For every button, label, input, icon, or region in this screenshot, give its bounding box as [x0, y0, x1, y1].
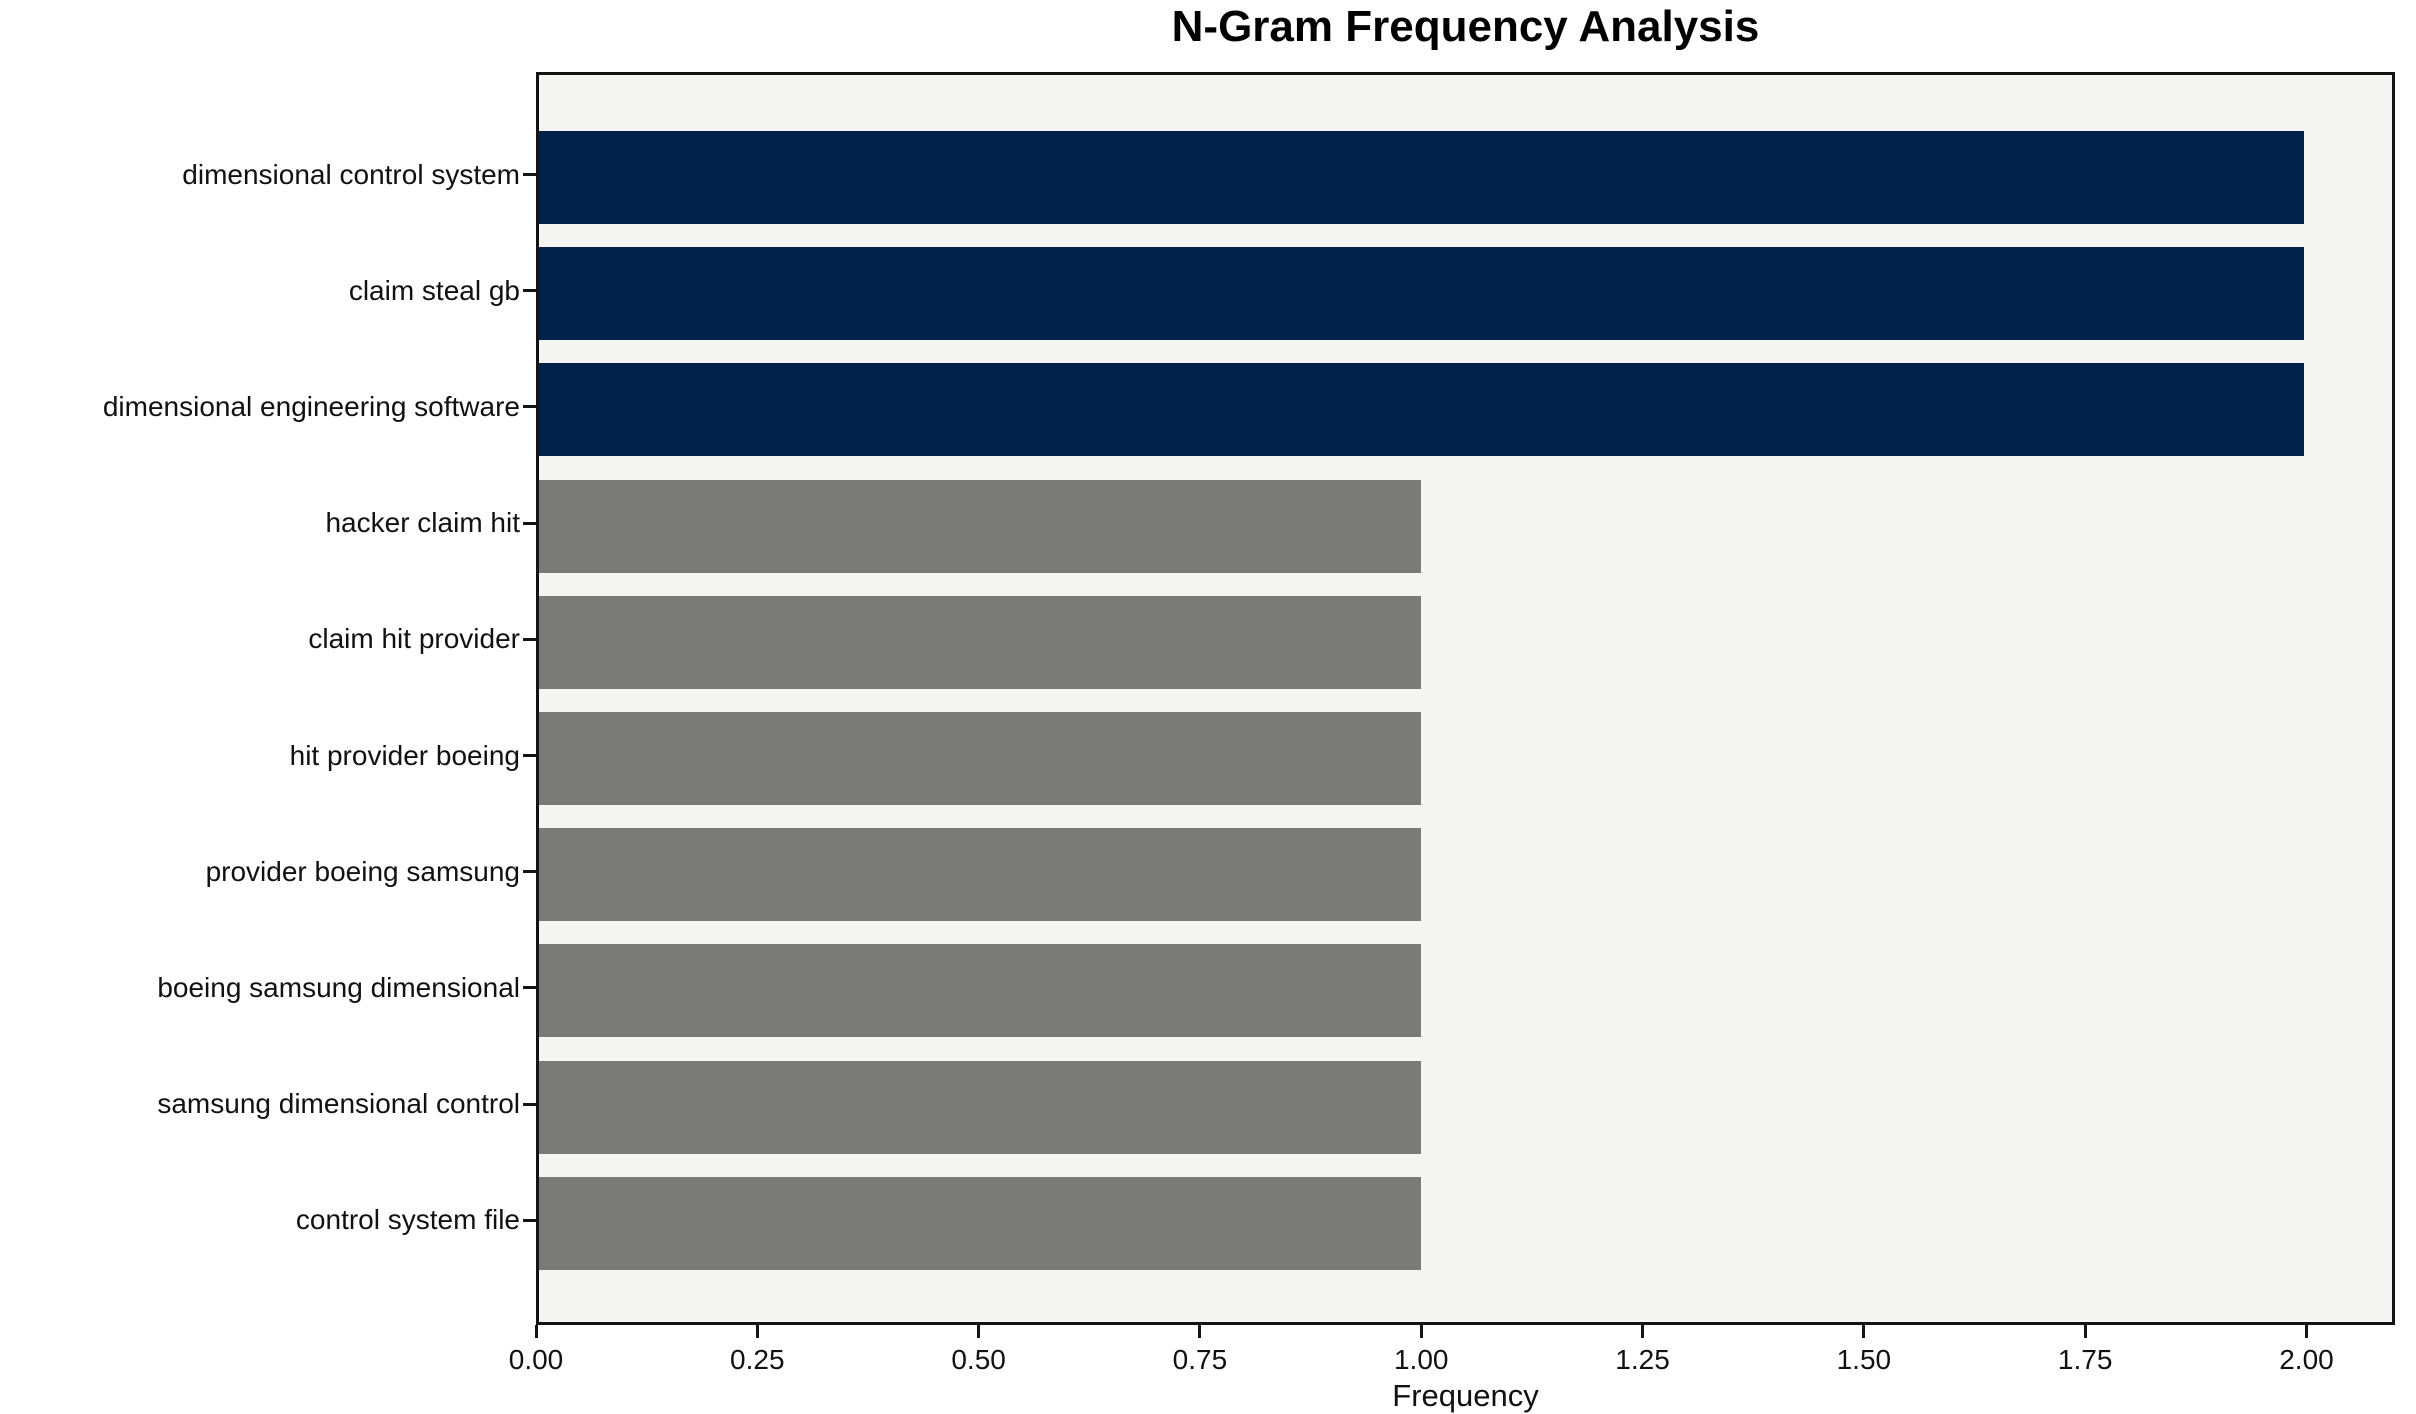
y-tick-label: samsung dimensional control — [157, 1088, 520, 1120]
bar-claim-steal-gb — [539, 247, 2304, 341]
y-tick-label: control system file — [295, 1204, 520, 1236]
bar-provider-boeing-samsung — [539, 828, 1422, 922]
x-tick-mark — [755, 1325, 759, 1338]
bar-hit-provider-boeing — [539, 712, 1422, 805]
x-tick-label: 1.75 — [2057, 1344, 2113, 1375]
bar-claim-hit-provider — [539, 595, 1422, 689]
bar-boeing-samsung-dimensional — [539, 944, 1422, 1038]
x-tick-mark — [1419, 1325, 1423, 1338]
y-tick-label: boeing samsung dimensional — [157, 971, 520, 1003]
chart-title: N-Gram Frequency Analysis — [1171, 2, 1760, 51]
y-tick-label: claim hit provider — [308, 623, 520, 655]
bar-dimensional-engineering-software — [539, 363, 2304, 457]
x-tick-label: 1.00 — [1393, 1344, 1449, 1375]
x-tick-label: 0.25 — [730, 1344, 785, 1375]
y-tick-label: provider boeing samsung — [205, 855, 520, 887]
y-tick-mark — [523, 173, 536, 176]
x-tick-mark — [2083, 1325, 2087, 1338]
y-tick-mark — [523, 1218, 536, 1222]
x-tick-mark — [1641, 1325, 1645, 1338]
y-tick-label: dimensional control system — [182, 158, 520, 190]
bar-dimensional-control-system — [539, 131, 2304, 224]
y-tick-label: hacker claim hit — [325, 507, 520, 539]
x-tick-label: 0.00 — [508, 1344, 564, 1375]
x-tick-mark — [2304, 1325, 2308, 1338]
bar-hacker-claim-hit — [539, 479, 1422, 573]
x-tick-mark — [1198, 1325, 1202, 1338]
plot-area — [536, 72, 2395, 1325]
x-tick-label: 0.50 — [951, 1344, 1006, 1375]
x-tick-label: 1.25 — [1615, 1344, 1670, 1375]
y-tick-mark — [523, 754, 536, 757]
y-tick-label: dimensional engineering software — [102, 390, 520, 422]
y-tick-mark — [523, 521, 536, 525]
x-tick-label: 0.75 — [1172, 1344, 1228, 1375]
x-tick-label: 2.00 — [2279, 1344, 2334, 1375]
x-tick-mark — [534, 1325, 538, 1338]
y-tick-mark — [523, 870, 536, 874]
bar-control-system-file — [539, 1176, 1422, 1270]
y-tick-label: claim steal gb — [348, 274, 520, 306]
x-tick-mark — [1862, 1325, 1866, 1338]
bar-samsung-dimensional-control — [539, 1060, 1422, 1154]
x-tick-label: 1.50 — [1836, 1344, 1892, 1375]
y-tick-mark — [523, 1102, 536, 1106]
x-tick-mark — [977, 1325, 981, 1338]
y-tick-label: hit provider boeing — [289, 739, 520, 771]
y-tick-mark — [523, 289, 536, 293]
x-axis-label: Frequency — [1392, 1378, 1539, 1413]
y-tick-mark — [523, 405, 536, 409]
y-tick-mark — [523, 637, 536, 641]
y-tick-mark — [523, 986, 536, 990]
